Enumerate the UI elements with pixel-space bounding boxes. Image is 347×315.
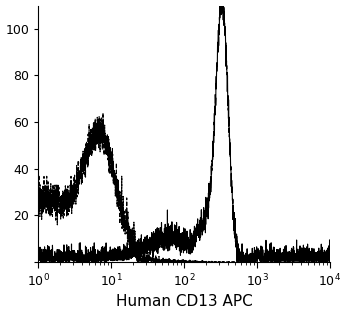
X-axis label: Human CD13 APC: Human CD13 APC <box>116 295 253 309</box>
